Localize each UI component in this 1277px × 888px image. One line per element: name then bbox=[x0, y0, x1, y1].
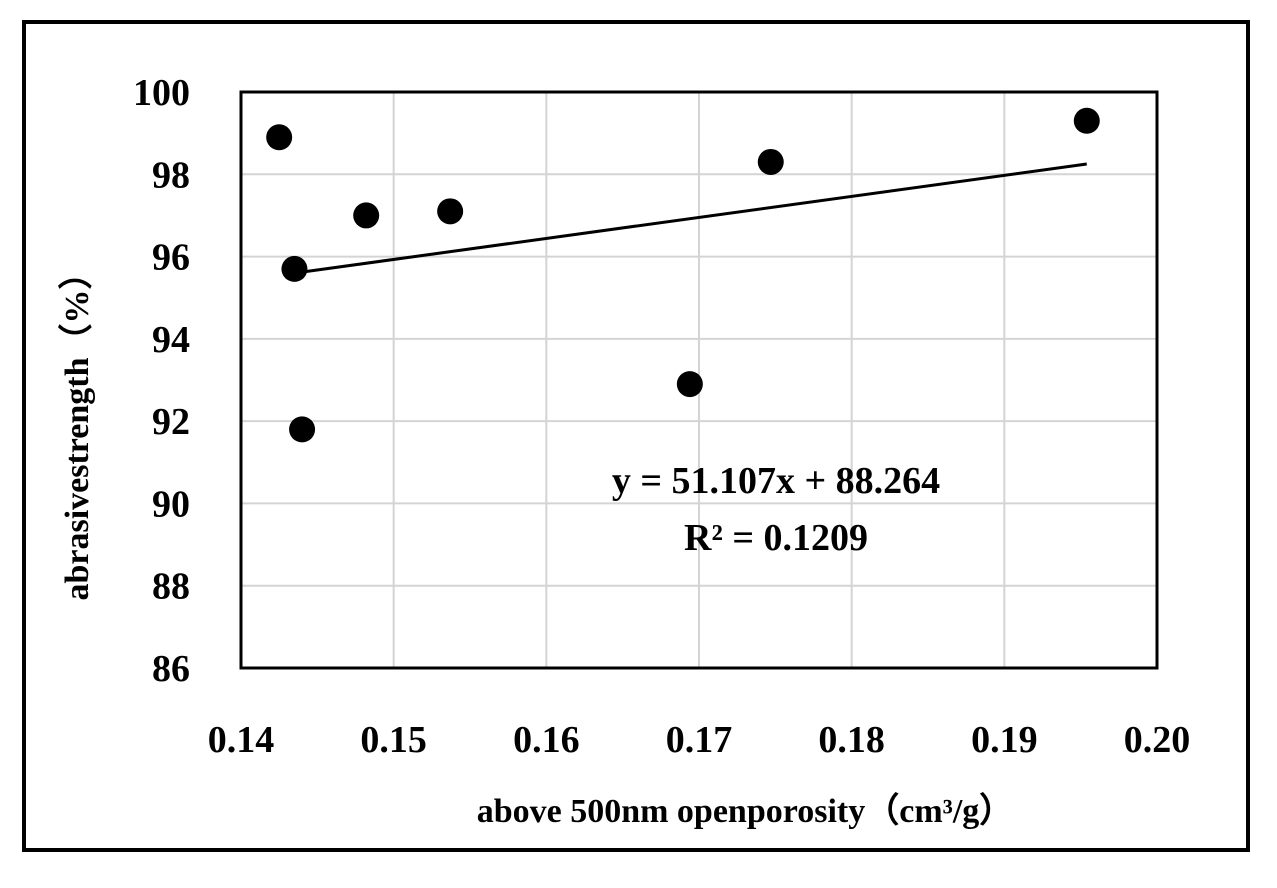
grid-lines bbox=[241, 92, 1157, 668]
y-tick-label: 86 bbox=[152, 648, 190, 690]
x-tick-label: 0.19 bbox=[971, 719, 1038, 761]
data-point bbox=[281, 255, 308, 282]
x-axis-title: above 500nm openporosity（cm³/g） bbox=[477, 791, 1014, 830]
data-point bbox=[266, 124, 293, 151]
data-point bbox=[353, 202, 380, 229]
data-point bbox=[1073, 107, 1100, 134]
x-tick-label: 0.16 bbox=[513, 719, 580, 761]
y-tick-label: 94 bbox=[152, 319, 190, 361]
x-tick-label: 0.14 bbox=[208, 719, 275, 761]
y-tick-label: 100 bbox=[133, 72, 190, 114]
plot-area bbox=[239, 90, 1159, 670]
x-tick-label: 0.20 bbox=[1124, 719, 1191, 761]
x-tick-label: 0.18 bbox=[818, 719, 885, 761]
y-axis-title: abrasivestrength（%） bbox=[57, 255, 96, 600]
x-tick-label: 0.17 bbox=[666, 719, 733, 761]
chart-frame bbox=[22, 20, 1250, 852]
y-tick-label: 92 bbox=[152, 401, 190, 443]
x-tick-label: 0.15 bbox=[360, 719, 427, 761]
r-squared-label: R² = 0.1209 bbox=[684, 517, 868, 559]
y-tick-label: 96 bbox=[152, 237, 190, 279]
trendline-equation: y = 51.107x + 88.264 bbox=[612, 460, 940, 502]
data-points bbox=[266, 107, 1100, 443]
tick-labels: 0.14 0.15 0.16 0.17 0.18 0.19 0.20 86 88 90 92 94 96… bbox=[133, 72, 1190, 761]
y-tick-label: 98 bbox=[152, 154, 190, 196]
trendline bbox=[294, 162, 1087, 275]
y-tick-label: 90 bbox=[152, 483, 190, 525]
data-point bbox=[437, 198, 464, 225]
data-point bbox=[676, 371, 703, 398]
y-tick-label: 88 bbox=[152, 566, 190, 608]
data-point bbox=[289, 416, 316, 443]
data-point bbox=[757, 148, 784, 175]
